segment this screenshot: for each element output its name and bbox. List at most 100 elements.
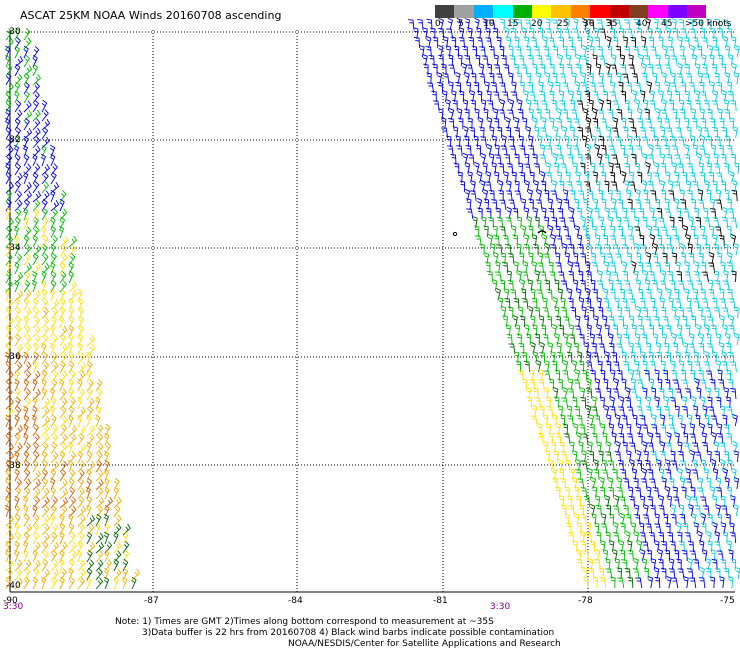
wind-barb xyxy=(726,262,734,274)
wind-barb xyxy=(707,513,713,525)
wind-barb xyxy=(545,71,551,85)
wind-barb xyxy=(657,287,663,301)
wind-barb xyxy=(644,459,651,472)
wind-barb xyxy=(654,369,660,382)
wind-barb xyxy=(4,117,11,131)
wind-barb xyxy=(580,514,587,526)
wind-barb xyxy=(625,396,632,409)
wind-barb xyxy=(610,64,618,76)
wind-barb xyxy=(41,253,49,266)
wind-barb xyxy=(674,154,682,166)
wind-barb xyxy=(709,378,716,391)
wind-barb xyxy=(628,54,634,67)
wind-barb xyxy=(14,253,23,266)
wind-barb xyxy=(644,279,650,292)
wind-barb xyxy=(720,559,727,571)
wind-barb xyxy=(595,233,601,247)
wind-barb xyxy=(706,477,712,490)
wind-barb xyxy=(597,306,604,318)
wind-barb xyxy=(666,127,674,139)
wind-barb xyxy=(605,62,611,76)
wind-barb xyxy=(658,387,665,400)
wind-barb xyxy=(458,37,466,49)
wind-barb xyxy=(634,82,642,94)
wind-barb xyxy=(605,270,611,283)
wind-barb xyxy=(23,432,29,446)
wind-barb xyxy=(684,153,691,166)
wind-barb xyxy=(713,440,720,454)
wind-barb xyxy=(23,414,30,428)
wind-barb xyxy=(440,117,447,130)
wind-barb xyxy=(572,279,579,292)
wind-barb xyxy=(719,442,727,454)
wind-barb xyxy=(570,45,576,58)
wind-barb xyxy=(50,216,56,230)
wind-barb xyxy=(569,467,576,481)
wind-barb xyxy=(662,316,669,328)
wind-barb xyxy=(493,64,501,76)
wind-barb xyxy=(662,252,668,265)
wind-barb xyxy=(683,341,689,355)
wind-barb xyxy=(595,548,601,562)
wind-barb xyxy=(573,198,580,211)
wind-barb xyxy=(579,387,586,400)
wind-barb xyxy=(23,279,31,293)
wind-barb xyxy=(422,27,428,40)
wind-barb xyxy=(555,486,561,499)
wind-barb xyxy=(646,27,653,40)
wind-barb xyxy=(427,82,435,94)
wind-barb xyxy=(95,405,102,419)
wind-barb xyxy=(5,459,12,473)
wind-barb xyxy=(14,442,23,455)
wind-barb xyxy=(654,576,661,589)
wind-barb xyxy=(671,369,677,382)
wind-barb xyxy=(543,189,550,202)
wind-barb xyxy=(686,297,692,310)
wind-barb xyxy=(624,45,630,58)
wind-barb xyxy=(41,441,49,455)
wind-barb xyxy=(591,406,598,418)
wind-barb xyxy=(498,45,505,58)
wind-barb xyxy=(545,172,553,184)
wind-barb xyxy=(505,190,513,202)
wind-barb xyxy=(77,342,83,356)
wind-barb xyxy=(506,206,512,220)
wind-barb xyxy=(557,405,564,418)
wind-barb xyxy=(565,171,571,184)
wind-barb xyxy=(499,82,507,94)
wind-barb xyxy=(49,387,56,401)
wind-barb xyxy=(14,378,20,392)
wind-barb xyxy=(624,162,631,175)
wind-barb xyxy=(648,100,656,112)
wind-barb xyxy=(41,190,50,203)
lat-label-32: -32 xyxy=(6,135,21,145)
wind-barb xyxy=(514,126,521,139)
wind-barb xyxy=(536,55,543,67)
wind-barb xyxy=(671,161,678,175)
wind-barb xyxy=(585,116,592,130)
wind-barb xyxy=(49,513,56,527)
note-line-2: 3)Data buffer is 22 hrs from 20160708 4)… xyxy=(142,628,555,638)
wind-barb xyxy=(14,279,20,293)
wind-barb xyxy=(59,505,68,518)
wind-barb xyxy=(550,190,558,202)
wind-barb xyxy=(648,324,655,337)
wind-barb xyxy=(636,459,643,472)
wind-barb xyxy=(455,71,461,85)
wind-barb xyxy=(667,270,673,283)
wind-barb xyxy=(572,450,578,463)
wind-barb xyxy=(507,279,514,292)
wind-barb xyxy=(76,549,82,563)
wind-barb xyxy=(533,163,541,175)
wind-barb xyxy=(701,432,708,445)
wind-barb xyxy=(32,459,39,473)
wind-barb xyxy=(539,351,546,364)
wind-barb xyxy=(577,153,583,166)
wind-barb xyxy=(557,288,563,301)
wind-barb xyxy=(557,154,565,166)
wind-barb xyxy=(14,180,21,194)
wind-barb xyxy=(40,576,47,590)
wind-barb xyxy=(652,242,658,256)
legend-tick-label: >50 knots xyxy=(685,19,732,29)
wind-barb xyxy=(59,433,68,446)
